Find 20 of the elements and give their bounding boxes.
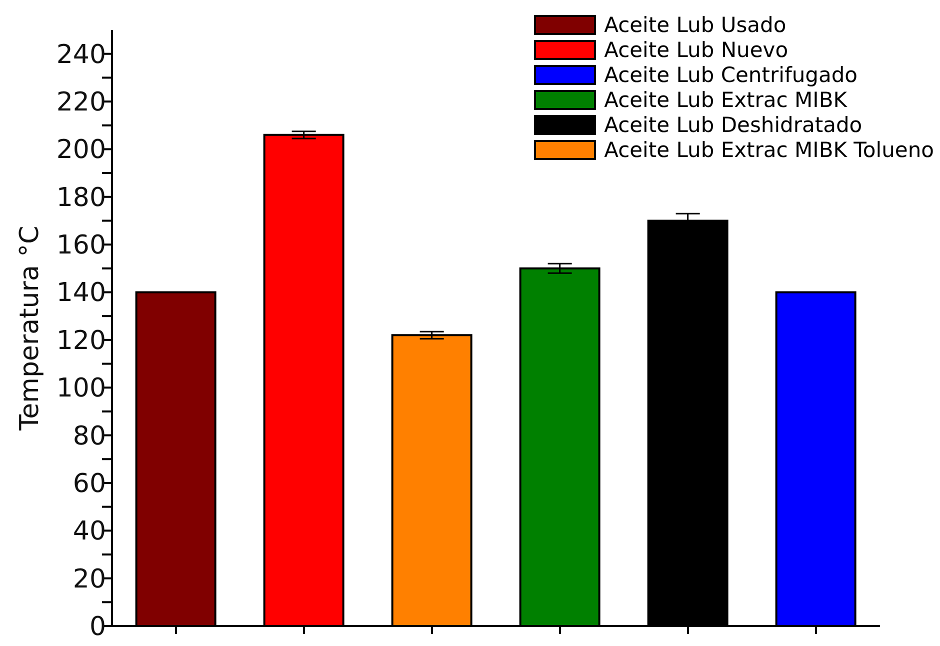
y-tick-label: 20 [72, 564, 106, 594]
legend-label: Aceite Lub Centrifugado [604, 62, 858, 86]
legend-label: Aceite Lub Nuevo [604, 38, 788, 62]
y-tick-label: 180 [56, 182, 106, 213]
y-tick-label: 240 [56, 40, 106, 70]
y-tick-label: 100 [56, 374, 106, 404]
y-tick-label: 60 [72, 468, 106, 499]
y-tick-label: 160 [56, 230, 106, 261]
y-tick-label: 40 [72, 516, 106, 547]
legend-label: Aceite Lub Deshidratado [604, 112, 862, 136]
legend-label: Aceite Lub Extrac MIBK [604, 88, 847, 112]
legend-label: Aceite Lub Extrac MIBK Tolueno [604, 138, 934, 162]
y-tick-label: 80 [72, 421, 106, 452]
y-tick-label: 200 [56, 135, 106, 166]
y-tick-label: 0 [89, 612, 106, 642]
y-axis-title: Temperatura °C [15, 226, 45, 432]
y-tick-label: 220 [56, 88, 106, 118]
legend-label: Aceite Lub Usado [604, 12, 786, 36]
y-tick-label: 120 [56, 326, 106, 356]
y-tick-label: 140 [56, 278, 106, 308]
